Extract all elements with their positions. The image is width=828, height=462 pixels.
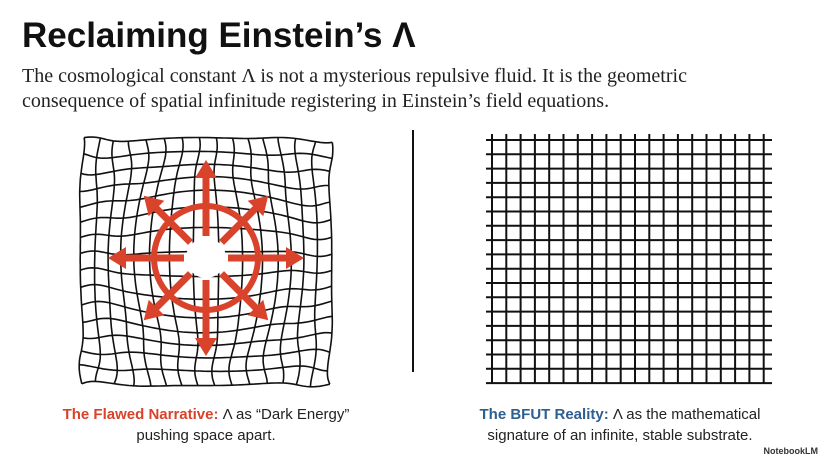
grid-line — [228, 138, 244, 386]
subtitle-line: The cosmological constant Λ is not a mys… — [22, 65, 687, 87]
arrow-head — [143, 195, 165, 217]
caption-label: The Flawed Narrative: — [62, 406, 219, 423]
arrow-head — [143, 299, 165, 321]
grid-line — [81, 348, 330, 359]
arrow-shaft — [151, 271, 193, 313]
caption-text: Λ as the mathematical — [612, 406, 761, 423]
grid-line — [168, 137, 184, 386]
grid-line — [326, 142, 334, 385]
caption-label: The BFUT Reality: — [479, 406, 609, 423]
grid-line — [261, 137, 279, 384]
subtitle: The cosmological constant Λ is not a mys… — [22, 64, 687, 114]
watermark: NotebookLM — [763, 446, 819, 456]
subtitle-line: consequence of spatial infinitude regist… — [22, 90, 610, 112]
grid-line — [293, 138, 305, 385]
arrow-head — [195, 160, 217, 178]
left-caption: The Flawed Narrative: Λ as “Dark Energy”… — [16, 404, 396, 446]
grid-line — [84, 136, 333, 144]
grid-line — [83, 150, 333, 160]
caption-line: The Flawed Narrative: Λ as “Dark Energy” — [16, 404, 396, 425]
grid-line — [148, 138, 168, 387]
caption-text: Λ as “Dark Energy” — [222, 406, 350, 423]
caption-text: signature of an infinite, stable substra… — [487, 427, 753, 444]
grid-line — [309, 141, 319, 387]
caption-text: pushing space apart. — [136, 427, 276, 444]
grid-line — [107, 140, 119, 384]
title: Reclaiming Einstein’s Λ — [22, 16, 416, 55]
arrow-head — [286, 247, 304, 269]
arrow-head — [247, 195, 269, 217]
grid-line — [93, 137, 102, 382]
grid-line — [81, 380, 330, 388]
arrow-shaft — [219, 271, 261, 313]
grid-line — [79, 363, 328, 373]
grid-line — [245, 138, 264, 385]
caption-line: The BFUT Reality: Λ as the mathematical — [430, 404, 810, 425]
regular-grid — [486, 134, 772, 385]
center-void — [186, 238, 226, 278]
arrow-head — [108, 247, 126, 269]
right-caption: The BFUT Reality: Λ as the mathematical … — [430, 404, 810, 446]
grid-line — [133, 139, 152, 387]
arrow-shaft — [151, 203, 193, 245]
arrow-shaft — [219, 203, 261, 245]
grid-line — [78, 137, 86, 384]
arrow-head — [195, 338, 217, 356]
arrows — [108, 160, 304, 356]
arrow-head — [247, 299, 269, 321]
